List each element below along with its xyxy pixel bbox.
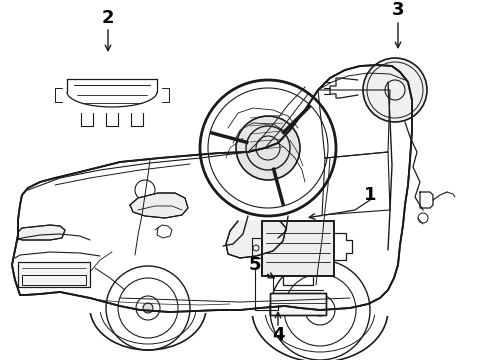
Bar: [262, 221, 334, 276]
Bar: [22, 275, 86, 285]
Text: 3: 3: [392, 1, 404, 19]
Bar: [270, 293, 326, 315]
Text: 4: 4: [272, 326, 284, 344]
Text: 5: 5: [249, 256, 261, 274]
Circle shape: [314, 304, 326, 316]
Bar: [262, 221, 334, 276]
Bar: [270, 293, 326, 315]
Polygon shape: [130, 193, 188, 218]
Circle shape: [236, 116, 300, 180]
Bar: [18, 262, 90, 287]
Bar: [18, 262, 90, 287]
Text: 1: 1: [364, 186, 376, 204]
Polygon shape: [18, 225, 65, 240]
Polygon shape: [12, 65, 412, 312]
Circle shape: [363, 58, 427, 122]
Circle shape: [143, 303, 153, 313]
Text: 2: 2: [102, 9, 114, 27]
Polygon shape: [226, 221, 286, 258]
